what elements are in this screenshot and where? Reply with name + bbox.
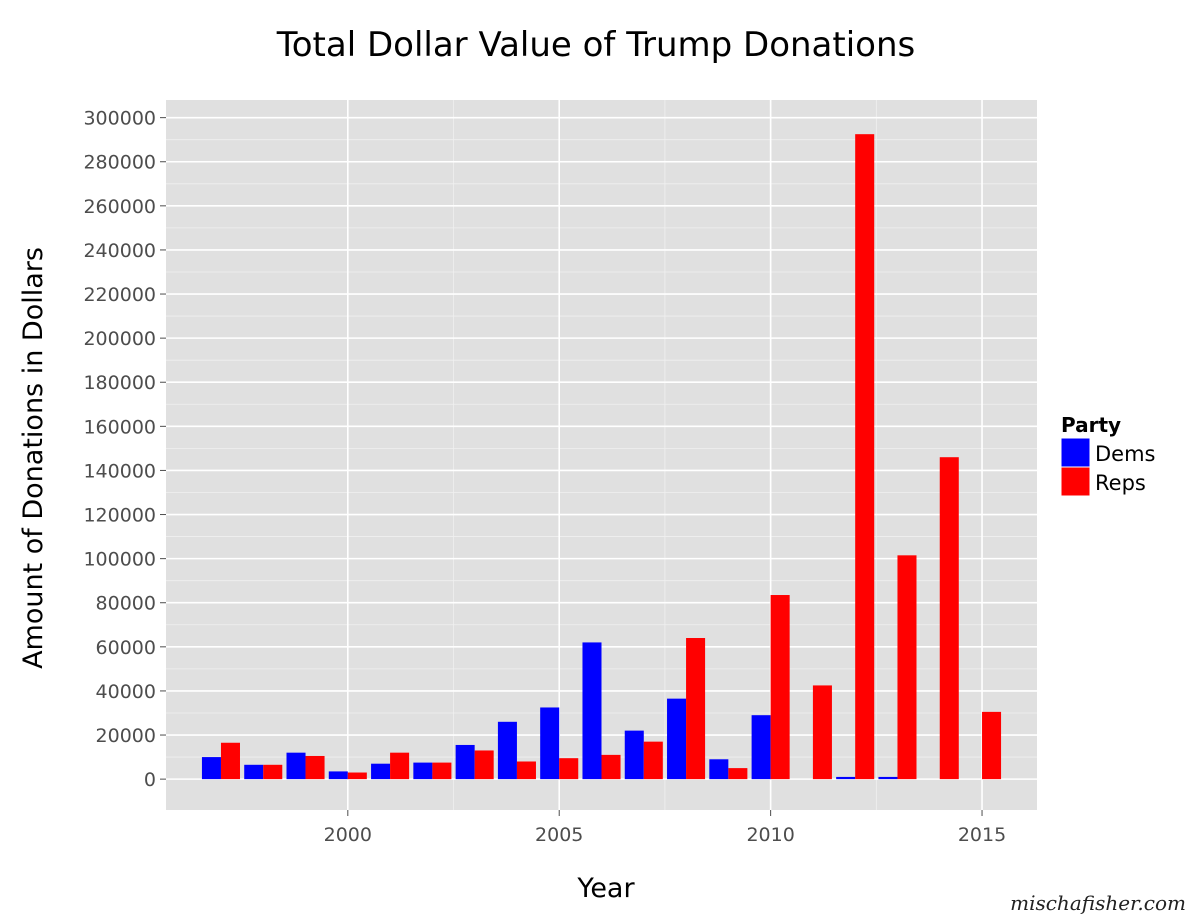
bar-reps [432,762,452,780]
y-tick-label: 140000 [83,460,156,482]
bar-reps [939,457,959,780]
bar-reps [347,772,367,780]
bar-dems [624,730,644,780]
bar-reps [559,758,579,780]
y-axis-title: Amount of Donations in Dollars [18,247,49,669]
bar-dems [878,776,898,780]
bar-reps [855,134,875,780]
chart-title: Total Dollar Value of Trump Donations [276,25,915,65]
bar-reps [305,755,325,780]
bar-reps [982,711,1002,780]
bar-dems [497,721,517,780]
y-tick-label: 260000 [83,196,156,218]
bar-reps [643,741,663,780]
y-tick-label: 180000 [83,372,156,394]
bar-dems [286,752,306,780]
bar-dems [328,771,348,780]
bar-reps [601,754,621,780]
bar-reps [770,595,790,780]
x-tick-label: 2005 [535,824,583,846]
bar-reps [263,764,283,780]
y-tick-label: 60000 [96,637,156,659]
bar-dems [455,744,475,780]
y-tick-label: 200000 [83,328,156,350]
x-axis: 2000 2005 2010 2015 [324,810,1006,846]
legend: Party Dems Reps [1060,413,1156,497]
bar-dems [751,715,771,780]
x-axis-title: Year [576,873,635,904]
bar-reps [390,752,410,780]
bar-reps [897,555,917,780]
bar-reps [686,638,706,780]
y-tick-label: 220000 [83,284,156,306]
bar-dems [201,757,221,780]
x-tick-label: 2010 [746,824,794,846]
bar-dems [244,764,264,780]
legend-label-dems: Dems [1095,442,1156,466]
bar-dems [371,763,391,780]
y-tick-label: 280000 [83,152,156,174]
y-axis: 0 20000 40000 60000 80000 100000 120000 140000 1… [83,108,166,791]
y-tick-label: 0 [144,769,156,791]
legend-title: Party [1061,413,1121,437]
bar-reps [728,768,748,780]
y-tick-label: 300000 [83,108,156,130]
watermark: mischafisher.com [1010,891,1186,915]
y-tick-label: 20000 [96,725,156,747]
legend-label-reps: Reps [1095,471,1146,495]
bar-reps [812,685,832,780]
bar-dems [540,707,560,780]
bar-dems [582,642,602,780]
y-tick-label: 160000 [83,416,156,438]
legend-key-reps [1060,466,1091,497]
y-tick-label: 100000 [83,549,156,571]
bar-reps [474,750,494,780]
bar-dems [667,698,687,780]
legend-key-dems [1060,437,1091,468]
x-tick-label: 2015 [958,824,1006,846]
y-tick-label: 120000 [83,505,156,527]
y-tick-label: 80000 [96,593,156,615]
y-tick-label: 40000 [96,681,156,703]
bar-dems [413,762,433,780]
x-tick-label: 2000 [324,824,372,846]
bar-reps [516,761,536,780]
y-tick-label: 240000 [83,240,156,262]
bar-reps [220,742,240,780]
bars [201,134,1002,780]
bar-dems [709,759,729,780]
bar-dems [836,776,856,780]
